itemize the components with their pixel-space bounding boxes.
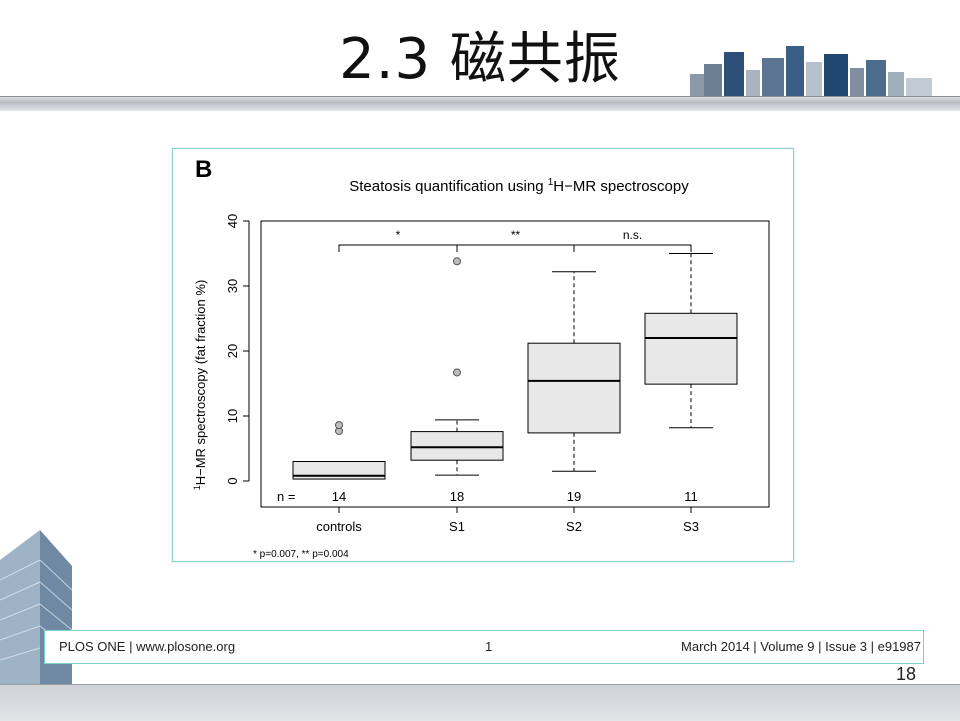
sample-size-label: 19 [567,489,581,504]
box [644,312,738,385]
chart-title: Steatosis quantification using 1H−MR spe… [349,177,689,195]
sample-size-label: 18 [450,489,464,504]
page-number: 18 [896,664,917,684]
significance-label: n.s. [623,228,642,242]
bottom-band [0,684,960,721]
title-divider [0,96,960,111]
x-tick-label: S3 [683,519,699,534]
box [527,342,621,434]
box [292,461,386,480]
significance-bracket [573,244,692,252]
y-tick-label: 30 [225,279,240,293]
y-tick-label: 20 [225,344,240,358]
y-tick-label: 0 [225,477,240,484]
box [410,431,504,461]
figure-panel: B Steatosis quantification using 1H−MR s… [172,148,794,562]
citation-footer: PLOS ONE | www.plosone.org 1 March 2014 … [44,630,924,664]
significance-label: * [396,228,401,242]
significance-bracket [456,244,575,252]
building-image [0,530,73,690]
footnote: * p=0.007, ** p=0.004 [253,549,349,560]
footer-journal: PLOS ONE | www.plosone.org [59,639,236,654]
sample-size-prefix: n = [277,489,295,504]
slide-title: 2.3 磁共振 [339,27,621,92]
sample-size-label: 11 [684,489,698,504]
significance-label: ** [511,228,521,242]
plot-area [260,220,770,508]
outlier-point [335,421,343,430]
panel-label: B [195,156,212,183]
significance-bracket [338,244,458,252]
x-tick-label: S1 [449,519,465,534]
outlier-point [453,257,461,266]
outlier-point [453,368,461,377]
y-axis-label: 1H−MR spectroscopy (fat fraction %) [192,280,208,491]
y-tick-label: 10 [225,409,240,423]
boxplot-chart: B Steatosis quantification using 1H−MR s… [192,156,770,560]
sample-size-label: 14 [332,489,346,504]
x-tick-label: controls [316,519,362,534]
city-skyline-image [690,46,932,100]
x-tick-label: S2 [566,519,582,534]
footer-page: 1 [485,639,493,654]
y-tick-label: 40 [225,214,240,228]
footer-issue: March 2014 | Volume 9 | Issue 3 | e91987 [681,639,921,654]
